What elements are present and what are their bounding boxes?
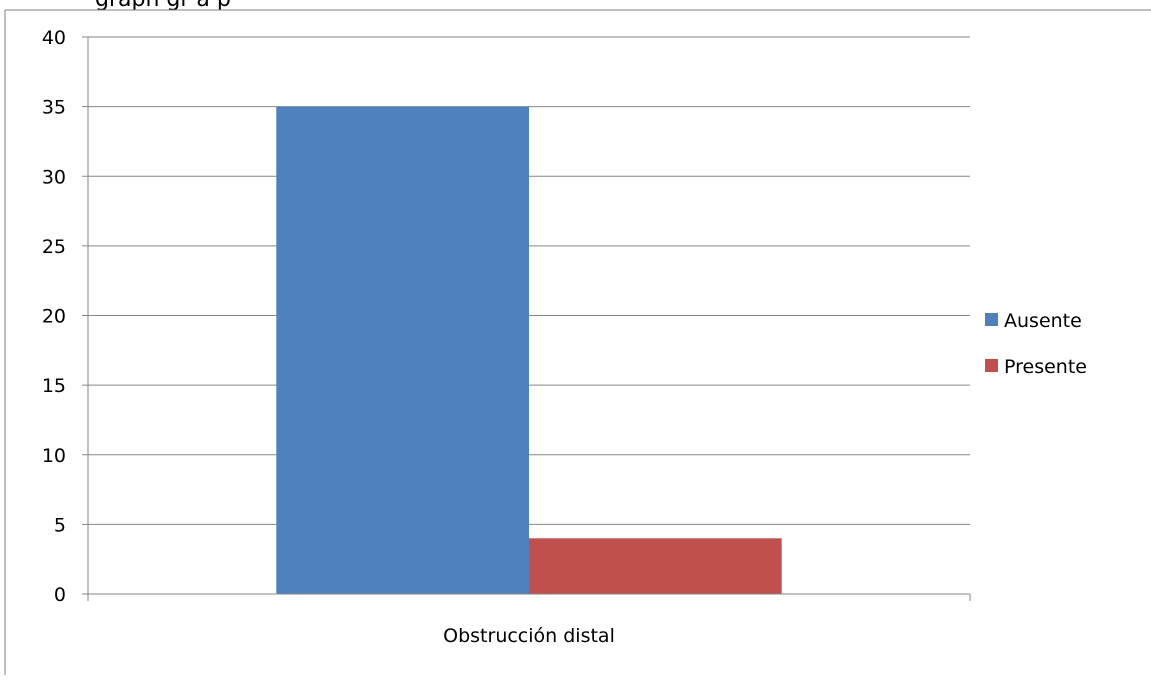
y-tick-labels: 0 5 10 15 20 25 30 35 40 <box>42 27 66 606</box>
legend: Ausente Presente <box>985 310 1087 378</box>
y-tick-label: 0 <box>54 584 66 606</box>
y-tick-label: 15 <box>42 375 66 397</box>
cropped-header-text: grapĥ gr â p <box>95 0 231 12</box>
y-tick-label: 10 <box>42 445 66 467</box>
y-tick-label: 40 <box>42 27 66 49</box>
y-tick-label: 25 <box>42 236 66 258</box>
bar-presente <box>529 538 782 594</box>
y-tick-label: 35 <box>42 97 66 119</box>
legend-label-presente: Presente <box>1004 356 1087 378</box>
y-tick-label: 20 <box>42 306 66 328</box>
legend-swatch-presente <box>985 359 998 372</box>
axes <box>82 36 971 601</box>
bar-ausente <box>276 106 529 594</box>
y-tick-label: 30 <box>42 166 66 188</box>
x-category-label: Obstrucción distal <box>443 625 615 647</box>
legend-swatch-ausente <box>985 313 998 326</box>
x-category-labels: Obstrucción distal <box>443 625 615 647</box>
bars <box>276 106 782 594</box>
y-tick-label: 5 <box>54 514 66 536</box>
legend-label-ausente: Ausente <box>1004 310 1082 332</box>
